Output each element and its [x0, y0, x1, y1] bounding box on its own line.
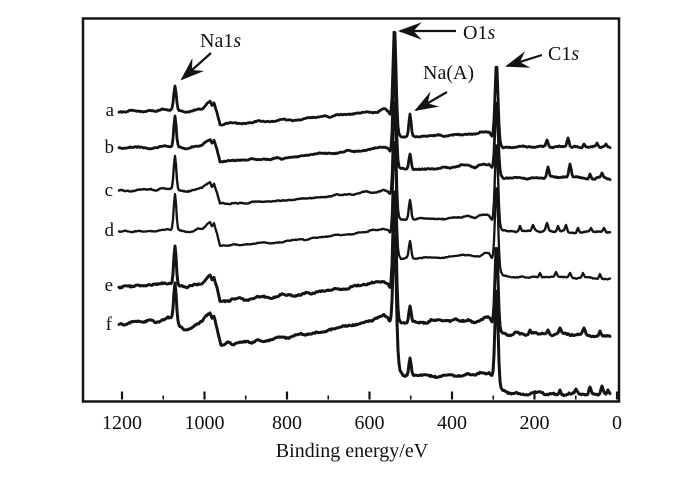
series-label-b: b: [105, 137, 115, 158]
spectrum-curve-b: [117, 62, 612, 182]
peak-arrow-c1s: [505, 51, 543, 68]
spectrum-curve-e: [117, 190, 612, 339]
series-label-e: e: [105, 275, 113, 296]
series-label-f: f: [106, 314, 113, 335]
x-tick-label: 1200: [102, 412, 142, 434]
spectrum-curve-c: [117, 100, 612, 235]
spectrum-curve-f: [117, 234, 612, 398]
peak-label-text: Na(A): [423, 62, 474, 84]
peak-label-naA: Na(A): [423, 62, 474, 84]
spectrum-curve-d: [117, 140, 612, 281]
peak-label-text: O1: [463, 22, 487, 44]
x-tick-label: 600: [355, 412, 385, 434]
x-tick-label: 1000: [185, 412, 225, 434]
series-label-a: a: [106, 100, 115, 121]
series-label-d: d: [105, 220, 115, 241]
peak-arrow-naA: [414, 91, 448, 111]
x-tick-label: 0: [612, 412, 622, 434]
peak-label-text: C1: [548, 43, 571, 65]
peak-arrow-na1s: [180, 52, 212, 81]
peak-label-italic-suffix: s: [487, 22, 495, 44]
peak-label-italic-suffix: s: [233, 30, 241, 52]
x-axis-title: Binding energy/eV: [276, 440, 429, 462]
peak-label-italic-suffix: s: [571, 43, 579, 65]
x-tick-label: 800: [272, 412, 302, 434]
peak-label-text: Na1: [200, 30, 233, 52]
x-tick-label: 200: [520, 412, 550, 434]
x-tick-label: 400: [437, 412, 467, 434]
spectrum-curve-a: [117, 30, 612, 150]
series-label-c: c: [105, 180, 113, 201]
plot-border: [81, 17, 621, 403]
peak-label-c1s: C1s: [548, 43, 579, 65]
peak-label-o1s: O1s: [463, 22, 495, 44]
peak-label-na1s: Na1s: [200, 30, 241, 52]
